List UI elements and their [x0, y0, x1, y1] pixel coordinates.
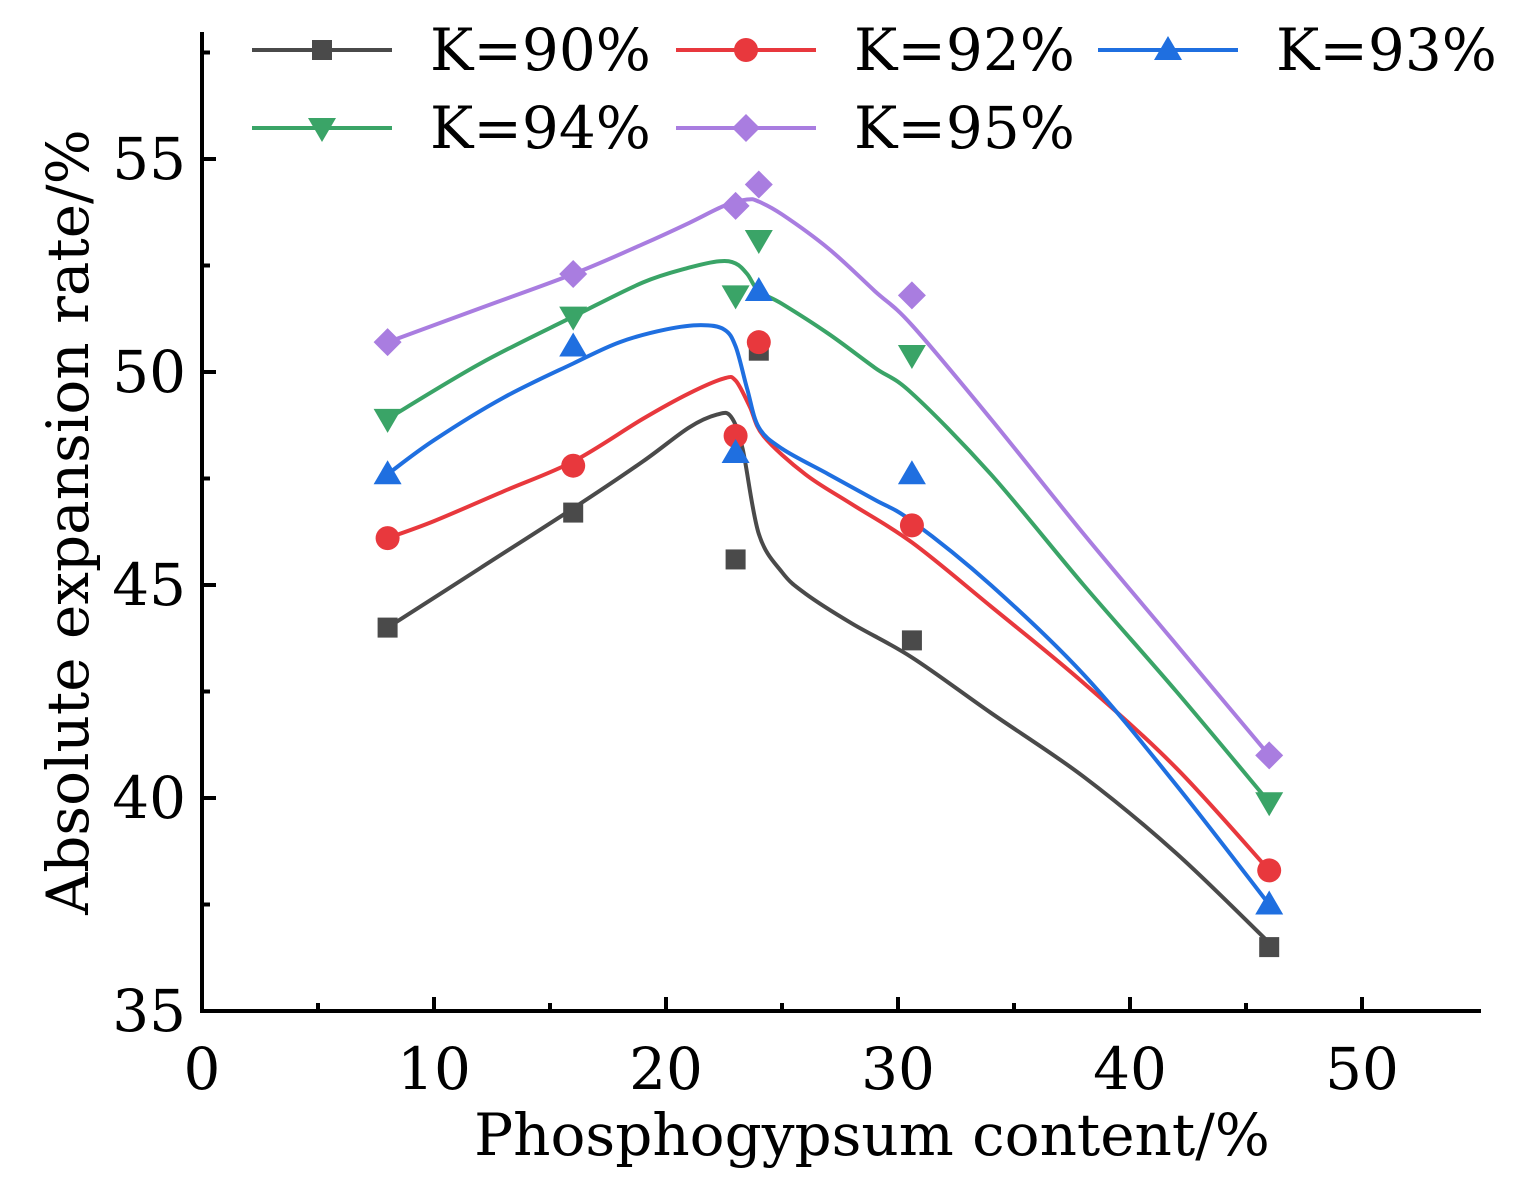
data-point-series-4	[744, 229, 773, 254]
markers	[373, 170, 1284, 958]
x-tick-label: 50	[1325, 1035, 1399, 1103]
data-point-series-5	[721, 191, 750, 220]
legend-item-3: K=93%	[1098, 16, 1497, 84]
series-line-3	[386, 323, 1271, 906]
legend: K=90% K=92% K=93% K=94% K=95%	[252, 16, 1497, 162]
y-tick-label: 35	[112, 977, 186, 1045]
data-point-series-4	[559, 306, 588, 331]
legend-item-2: K=92%	[676, 16, 1075, 84]
data-point-series-3	[744, 277, 773, 302]
axes: 0 10 20 30 40 50 35 40 45 50 55	[112, 32, 1481, 1103]
data-point-series-1	[901, 630, 922, 651]
data-point-series-5	[744, 170, 773, 199]
fit-lines	[386, 197, 1271, 945]
data-point-series-5	[373, 328, 402, 357]
legend-marker	[312, 40, 332, 60]
data-point-series-4	[1255, 792, 1284, 817]
x-tick-label: 40	[1093, 1035, 1167, 1103]
x-axis-title: Phosphogypsum content/%	[474, 1101, 1270, 1169]
data-point-series-2	[723, 423, 748, 448]
data-point-series-3	[373, 460, 402, 485]
y-tick-label: 55	[112, 125, 186, 193]
y-tick-label: 40	[112, 764, 186, 832]
data-point-series-5	[1255, 741, 1284, 770]
series-line-4	[386, 258, 1271, 804]
y-tick-label: 50	[112, 338, 186, 406]
data-point-series-3	[1255, 890, 1284, 915]
legend-label: K=93%	[1276, 16, 1497, 84]
data-point-series-1	[1259, 937, 1280, 958]
data-point-series-3	[559, 332, 588, 357]
x-ticks: 0 10 20 30 40 50	[184, 997, 1399, 1103]
data-point-series-3	[721, 438, 750, 463]
legend-item-1: K=90%	[252, 16, 651, 84]
x-tick-label: 20	[629, 1035, 703, 1103]
y-axis-title: Absolute expansion rate/%	[34, 129, 102, 915]
data-point-series-3	[897, 460, 926, 485]
data-point-series-2	[746, 330, 771, 355]
data-point-series-5	[559, 260, 588, 289]
data-point-series-4	[373, 408, 402, 433]
series-line-5	[386, 197, 1271, 757]
legend-label: K=95%	[854, 94, 1075, 162]
x-tick-label: 10	[397, 1035, 471, 1103]
y-ticks: 35 40 45 50 55	[112, 50, 216, 1045]
data-point-series-4	[721, 285, 750, 310]
series-line-1	[386, 410, 1271, 945]
x-tick-label: 30	[861, 1035, 935, 1103]
y-tick-label: 45	[112, 551, 186, 619]
series-line-2	[386, 374, 1271, 872]
legend-marker	[308, 118, 336, 142]
legend-marker	[1154, 36, 1182, 60]
legend-marker	[732, 114, 760, 142]
data-point-series-5	[897, 281, 926, 310]
data-point-series-2	[375, 526, 400, 551]
data-point-series-4	[897, 344, 926, 369]
data-point-series-2	[561, 453, 586, 478]
data-point-series-1	[725, 549, 746, 570]
data-point-series-1	[377, 617, 398, 638]
x-tick-label: 0	[184, 1035, 221, 1103]
legend-marker	[734, 38, 758, 62]
legend-item-4: K=94%	[252, 94, 651, 162]
legend-label: K=94%	[430, 94, 651, 162]
data-point-series-2	[899, 513, 924, 538]
legend-label: K=92%	[854, 16, 1075, 84]
legend-item-5: K=95%	[676, 94, 1075, 162]
data-point-series-2	[1257, 858, 1282, 883]
legend-label: K=90%	[430, 16, 651, 84]
data-point-series-1	[563, 502, 584, 523]
